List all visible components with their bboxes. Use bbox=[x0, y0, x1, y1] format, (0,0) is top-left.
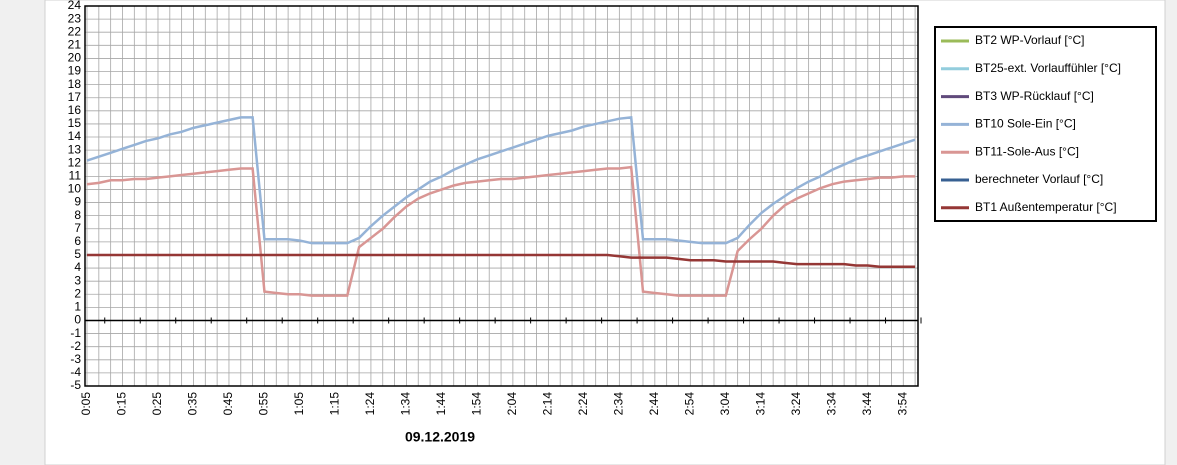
legend-label: BT2 WP-Vorlauf [°C] bbox=[975, 33, 1085, 47]
legend-label: BT25-ext. Vorlauffühler [°C] bbox=[975, 61, 1121, 75]
x-tick-label: 3:14 bbox=[753, 392, 767, 416]
y-tick-label: -4 bbox=[70, 365, 81, 379]
x-tick-label: 3:34 bbox=[824, 392, 838, 416]
y-tick-label: 23 bbox=[68, 11, 82, 25]
x-tick-label: 3:24 bbox=[789, 392, 803, 416]
y-tick-label: 16 bbox=[68, 103, 82, 117]
y-tick-label: 12 bbox=[68, 155, 82, 169]
y-tick-label: 4 bbox=[74, 260, 81, 274]
y-tick-label: -2 bbox=[70, 339, 81, 353]
y-tick-label: 17 bbox=[68, 90, 82, 104]
x-tick-label: 0:45 bbox=[221, 392, 235, 416]
y-tick-label: 9 bbox=[74, 195, 81, 209]
y-tick-label: 11 bbox=[69, 169, 82, 183]
x-tick-label: 0:25 bbox=[150, 392, 164, 416]
x-tick-label: 3:44 bbox=[860, 392, 874, 416]
y-tick-label: -3 bbox=[70, 352, 81, 366]
plot-border bbox=[84, 5, 919, 387]
series-line bbox=[86, 115, 916, 245]
y-tick-label: 7 bbox=[74, 221, 81, 235]
y-tick-label: 15 bbox=[68, 116, 82, 130]
y-tick-label: 21 bbox=[68, 37, 82, 51]
series-line bbox=[87, 253, 916, 269]
x-tick-label: 0:35 bbox=[186, 392, 200, 416]
y-tick-label: 0 bbox=[74, 313, 81, 327]
legend-label: berechneter Vorlauf [°C] bbox=[975, 172, 1103, 186]
y-tick-label: 14 bbox=[68, 129, 82, 143]
y-tick-label: 20 bbox=[68, 51, 82, 65]
x-tick-label: 1:24 bbox=[363, 392, 377, 416]
x-tick-label: 1:15 bbox=[328, 392, 342, 416]
y-tick-label: 8 bbox=[74, 208, 81, 222]
x-tick-label: 2:44 bbox=[647, 392, 661, 416]
x-tick-label: 2:04 bbox=[505, 392, 519, 416]
y-tick-label: 18 bbox=[68, 77, 82, 91]
x-tick-label: 2:24 bbox=[576, 392, 590, 416]
legend-label: BT11-Sole-Aus [°C] bbox=[975, 144, 1079, 158]
y-tick-label: 5 bbox=[74, 247, 81, 261]
y-tick-label: -5 bbox=[70, 378, 81, 392]
y-tick-label: 22 bbox=[68, 24, 82, 38]
y-tick-label: 10 bbox=[68, 182, 82, 196]
x-axis-label: 09.12.2019 bbox=[405, 429, 475, 445]
x-tick-label: 2:54 bbox=[683, 392, 697, 416]
y-tick-label: 6 bbox=[74, 234, 81, 248]
y-tick-label: 13 bbox=[68, 142, 82, 156]
x-tick-label: 1:34 bbox=[399, 392, 413, 416]
y-tick-label: 1 bbox=[74, 300, 81, 314]
x-tick-label: 3:04 bbox=[718, 392, 732, 416]
x-tick-label: 0:05 bbox=[79, 392, 93, 416]
x-tick-label: 2:14 bbox=[541, 392, 555, 416]
legend-label: BT1 Außentemperatur [°C] bbox=[975, 200, 1117, 214]
plot-area bbox=[85, 6, 918, 386]
x-tick-label: 1:05 bbox=[292, 392, 306, 416]
legend-label: BT3 WP-Rücklauf [°C] bbox=[975, 89, 1094, 103]
x-tick-label: 0:55 bbox=[257, 392, 271, 416]
y-tick-label: 3 bbox=[74, 273, 81, 287]
x-tick-label: 0:15 bbox=[115, 392, 129, 416]
x-tick-label: 2:34 bbox=[612, 392, 626, 416]
legend bbox=[934, 26, 1157, 222]
y-tick-label: 24 bbox=[68, 0, 82, 12]
x-tick-label: 1:54 bbox=[470, 392, 484, 416]
y-tick-label: 2 bbox=[74, 286, 81, 300]
y-tick-label: 19 bbox=[68, 64, 82, 78]
legend-label: BT10 Sole-Ein [°C] bbox=[975, 117, 1076, 131]
x-tick-label: 1:44 bbox=[434, 392, 448, 416]
series-line bbox=[86, 165, 916, 297]
y-tick-label: -1 bbox=[70, 326, 81, 340]
x-tick-label: 3:54 bbox=[895, 392, 909, 416]
